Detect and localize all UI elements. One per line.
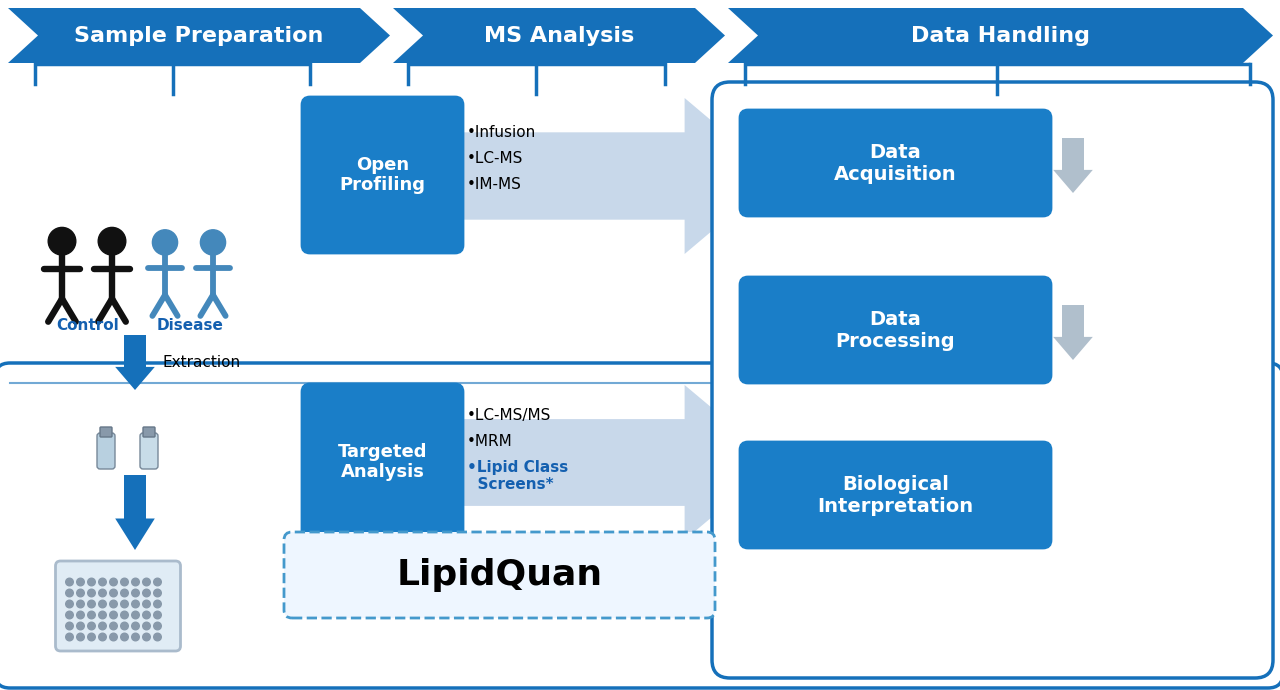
Circle shape: [120, 578, 128, 586]
Circle shape: [110, 600, 118, 608]
FancyBboxPatch shape: [712, 82, 1274, 678]
Circle shape: [88, 622, 95, 630]
Circle shape: [154, 622, 161, 630]
Circle shape: [154, 611, 161, 619]
Circle shape: [65, 622, 73, 630]
Circle shape: [77, 633, 84, 641]
Circle shape: [110, 589, 118, 597]
Circle shape: [77, 589, 84, 597]
FancyBboxPatch shape: [97, 433, 115, 469]
Text: Targeted
Analysis: Targeted Analysis: [338, 442, 428, 482]
Polygon shape: [728, 8, 1274, 63]
Circle shape: [120, 589, 128, 597]
Polygon shape: [115, 475, 155, 550]
Polygon shape: [393, 8, 724, 63]
Polygon shape: [447, 385, 777, 540]
Circle shape: [154, 589, 161, 597]
Circle shape: [152, 230, 178, 255]
Circle shape: [120, 633, 128, 641]
Text: LipidQuan: LipidQuan: [397, 558, 603, 592]
FancyBboxPatch shape: [0, 363, 1280, 688]
Circle shape: [99, 578, 106, 586]
Circle shape: [142, 622, 150, 630]
Circle shape: [201, 230, 225, 255]
Polygon shape: [1053, 305, 1093, 360]
Circle shape: [120, 622, 128, 630]
Circle shape: [132, 633, 140, 641]
Text: Sample Preparation: Sample Preparation: [74, 26, 324, 46]
FancyBboxPatch shape: [100, 427, 113, 437]
Circle shape: [154, 633, 161, 641]
Polygon shape: [115, 335, 155, 390]
Text: MS Analysis: MS Analysis: [484, 26, 634, 46]
Circle shape: [142, 600, 150, 608]
Circle shape: [65, 578, 73, 586]
Text: •MRM: •MRM: [467, 434, 513, 449]
Text: •Lipid Class
  Screens*: •Lipid Class Screens*: [467, 460, 568, 493]
Circle shape: [120, 611, 128, 619]
Circle shape: [99, 622, 106, 630]
FancyBboxPatch shape: [284, 532, 716, 618]
Circle shape: [99, 611, 106, 619]
Circle shape: [132, 589, 140, 597]
Circle shape: [110, 633, 118, 641]
Text: Disease: Disease: [156, 318, 224, 333]
Circle shape: [132, 578, 140, 586]
Polygon shape: [447, 98, 777, 254]
Circle shape: [132, 622, 140, 630]
Text: Data
Acquisition: Data Acquisition: [835, 143, 957, 184]
Text: Open
Profiling: Open Profiling: [339, 156, 425, 195]
Circle shape: [154, 578, 161, 586]
Circle shape: [88, 600, 95, 608]
Text: Control: Control: [56, 318, 119, 333]
Polygon shape: [1053, 138, 1093, 193]
Text: Extraction: Extraction: [163, 355, 241, 370]
Circle shape: [110, 578, 118, 586]
Circle shape: [132, 600, 140, 608]
Circle shape: [65, 611, 73, 619]
Circle shape: [99, 600, 106, 608]
FancyBboxPatch shape: [740, 277, 1051, 383]
FancyBboxPatch shape: [55, 561, 180, 651]
Circle shape: [77, 578, 84, 586]
FancyBboxPatch shape: [740, 110, 1051, 216]
Circle shape: [110, 611, 118, 619]
Circle shape: [142, 611, 150, 619]
FancyBboxPatch shape: [143, 427, 155, 437]
Circle shape: [154, 600, 161, 608]
Text: •Infusion: •Infusion: [467, 125, 536, 140]
FancyBboxPatch shape: [302, 97, 463, 253]
Circle shape: [142, 578, 150, 586]
Circle shape: [77, 611, 84, 619]
Circle shape: [99, 589, 106, 597]
Circle shape: [65, 633, 73, 641]
Circle shape: [142, 633, 150, 641]
Circle shape: [110, 622, 118, 630]
Text: •LC-MS: •LC-MS: [467, 151, 524, 166]
Circle shape: [99, 633, 106, 641]
Circle shape: [88, 578, 95, 586]
Circle shape: [49, 228, 76, 255]
FancyBboxPatch shape: [140, 433, 157, 469]
FancyBboxPatch shape: [740, 442, 1051, 548]
Text: Data
Processing: Data Processing: [836, 310, 955, 351]
Text: Biological
Interpretation: Biological Interpretation: [818, 475, 974, 515]
Circle shape: [99, 228, 125, 255]
Circle shape: [65, 589, 73, 597]
Circle shape: [132, 611, 140, 619]
Text: Data Handling: Data Handling: [911, 26, 1091, 46]
Circle shape: [88, 589, 95, 597]
Circle shape: [142, 589, 150, 597]
Circle shape: [77, 600, 84, 608]
Circle shape: [88, 633, 95, 641]
Text: •IM-MS: •IM-MS: [467, 177, 522, 192]
Circle shape: [77, 622, 84, 630]
Circle shape: [120, 600, 128, 608]
Text: •LC-MS/MS: •LC-MS/MS: [467, 408, 552, 423]
Polygon shape: [8, 8, 390, 63]
Circle shape: [65, 600, 73, 608]
FancyBboxPatch shape: [302, 384, 463, 540]
Circle shape: [88, 611, 95, 619]
